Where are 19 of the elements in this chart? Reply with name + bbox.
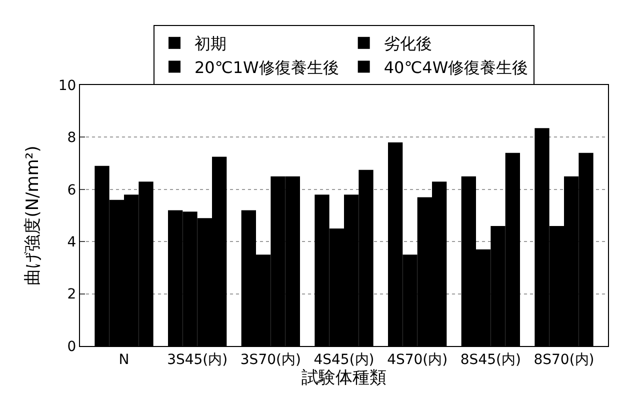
x-tick-label: 4S45(内)	[314, 352, 374, 368]
y-tick-label: 6	[67, 182, 76, 198]
x-tick-label: 4S70(内)	[387, 352, 448, 368]
x-tick-label: 8S70(内)	[534, 352, 594, 368]
y-tick-label: 8	[67, 130, 76, 146]
x-tick-label: 3S45(内)	[167, 352, 228, 368]
y-tick-label: 0	[67, 338, 76, 355]
legend-label: 劣化後	[384, 34, 432, 54]
x-tick-label: 3S70(内)	[240, 352, 301, 368]
legend-label: 40℃4W修復養生後	[384, 58, 528, 77]
legend-label: 初期	[194, 34, 226, 54]
legend-label: 20℃1W修復養生後	[194, 58, 339, 77]
y-axis-title: 曲げ強度(N/mm²)	[22, 146, 43, 286]
x-axis-title: 試験体種類	[302, 368, 386, 388]
y-tick-label: 2	[67, 286, 76, 303]
y-tick-label: 10	[58, 78, 76, 94]
x-tick-label: N	[118, 352, 130, 368]
y-tick-label: 4	[67, 234, 76, 250]
x-tick-label: 8S45(内)	[460, 352, 521, 368]
